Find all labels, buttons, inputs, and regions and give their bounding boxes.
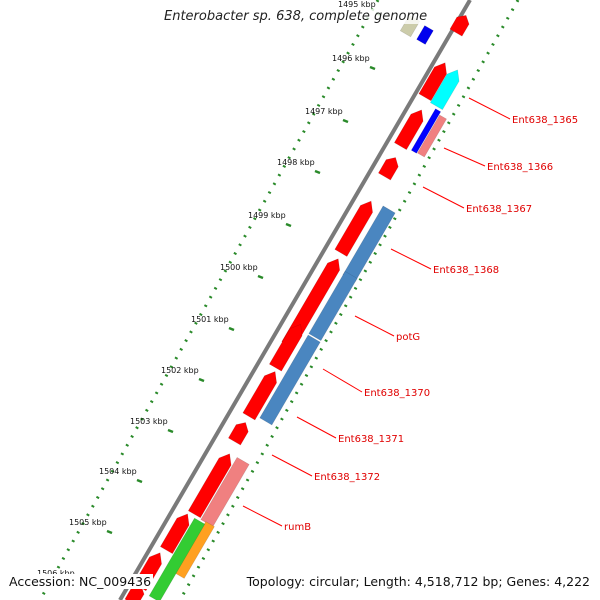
forward-gene [449,15,470,37]
forward-gene [393,109,424,151]
gene-leader [354,315,395,337]
ruler-label: 1503 kbp [130,417,168,426]
genome-backbone [118,0,472,600]
forward-gene [334,200,373,257]
forward-gene [159,513,190,555]
ruler-tick [167,428,174,434]
forward-gene [228,422,249,446]
gene-label: Ent638_1368 [433,265,499,276]
ruler-label: 1500 kbp [220,263,258,272]
gene-label: Ent638_1371 [338,434,404,445]
gene-leader [422,186,465,209]
gene-label: potG [396,332,420,343]
reverse-gene [259,334,321,426]
feature-tracks [124,14,470,600]
ruler-tick [136,478,143,484]
gene-blue [416,25,434,45]
accession-label: Accession: NC_009436 [7,574,154,589]
ruler-label: 1499 kbp [248,211,286,220]
gene-blue [410,108,442,154]
gene-leader [296,416,337,439]
ruler-label: 1501 kbp [191,315,229,324]
ruler-tick [314,169,321,175]
gene-label: Ent638_1372 [314,472,380,483]
ruler-label: 1495 kbp [338,0,376,9]
gene-pink [200,456,250,528]
ruler-tick [285,222,292,228]
gene-label: Ent638_1366 [487,162,553,173]
gene-leader [390,248,432,270]
ruler-tick [342,118,349,124]
forward-gene [378,157,399,181]
gene-leader [242,505,283,527]
ruler-tick [228,326,235,332]
genome-summary: Topology: circular; Length: 4,518,712 bp… [244,574,592,589]
gene-green [148,517,206,600]
reverse-gene [342,205,396,283]
gene-label: Ent638_1365 [512,115,578,126]
forward-gene [187,453,232,519]
gene-label: Ent638_1370 [364,388,430,399]
ruler-tick [106,529,113,535]
forward-gene [242,371,277,421]
ruler-label: 1498 kbp [277,158,315,167]
genome-title: Enterobacter sp. 638, complete genome [164,9,428,24]
ruler-tick [198,377,205,383]
gene-labels: Ent638_1365 Ent638_1366 Ent638_1367 Ent638_… [242,97,578,533]
ruler-label: 1497 kbp [305,107,343,116]
ruler-label: 1504 kbp [99,467,137,476]
ruler-label: 1496 kbp [332,54,370,63]
outer-dotted-ruler [178,0,520,600]
gene-label: Ent638_1367 [466,204,532,215]
ruler-label: 1506 kbp [37,569,75,578]
ruler-tick [369,65,376,71]
ruler-labels: 1495 kbp 1496 kbp 1497 kbp 1498 kbp 1499 kbp… [37,0,382,586]
forward-gene [268,323,303,372]
gene-cyan [429,69,460,111]
gene-leader [322,368,363,393]
gene-leader [443,147,486,167]
gene-label: rumB [284,522,311,533]
gene-leader [271,454,313,477]
gene-leader [468,97,511,120]
ruler-tick [257,274,264,280]
ruler-label: 1502 kbp [161,366,199,375]
gene-pink [417,114,447,158]
forward-gene [418,62,447,102]
reverse-gene [308,270,358,342]
ruler-label: 1505 kbp [69,518,107,527]
